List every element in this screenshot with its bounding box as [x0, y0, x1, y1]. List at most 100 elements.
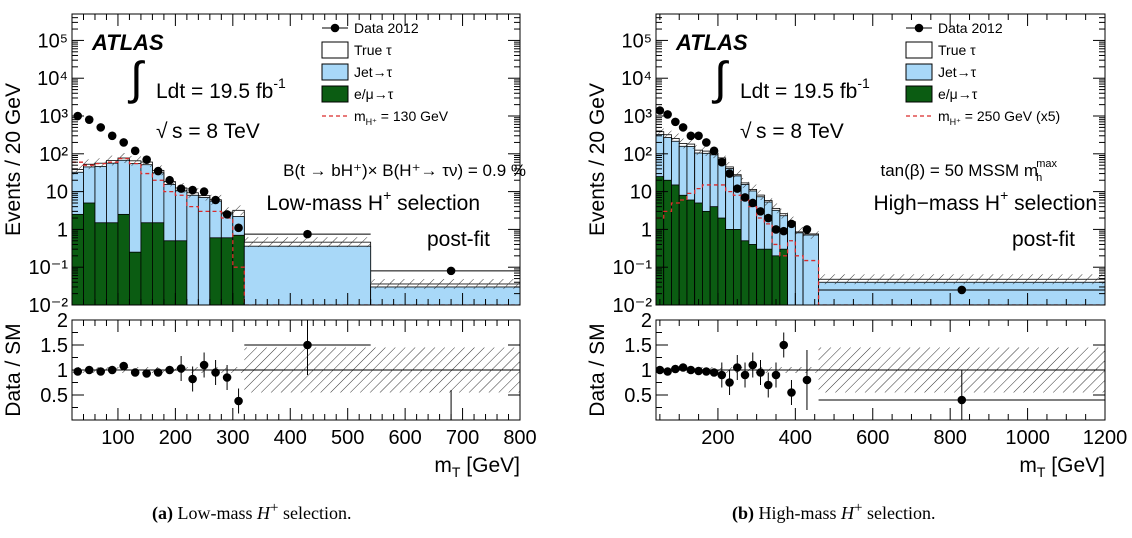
data-point [234, 223, 243, 233]
caption-b-tail: selection. [866, 503, 936, 523]
caption-b: (b) High-mass H+ selection. [732, 500, 935, 524]
data-point [199, 187, 209, 196]
signal-line [656, 184, 1105, 305]
x-tick-label: 200 [159, 427, 192, 449]
sqrt-symbol: √ [156, 120, 168, 143]
caption-b-particle: H [841, 503, 854, 523]
data-point [725, 169, 734, 178]
y-tick-label: 10⁻² [29, 295, 69, 317]
ratio-tick-label: 1.5 [40, 335, 68, 357]
y-tick-label: 10 [46, 182, 68, 204]
lumi-label: Ldt = 19.5 fb-1 [156, 75, 286, 103]
caption-a-particle: H [257, 503, 270, 523]
y-tick-label: 10² [39, 144, 68, 166]
y-tick-label: 10⁻¹ [29, 257, 69, 279]
data-point [656, 106, 665, 115]
uncertainty-band [94, 158, 107, 169]
caption-b-label: (b) [732, 503, 754, 523]
ratio-point [678, 363, 688, 372]
data-point [188, 185, 197, 195]
legend-jet-swatch [905, 63, 933, 81]
x-tick-label: 600 [388, 427, 421, 449]
legend-label: Data 2012 [354, 20, 419, 36]
data-point [763, 213, 773, 223]
signal-line [72, 157, 520, 305]
data-point [663, 110, 672, 119]
legend-true-swatch [321, 41, 349, 59]
ratio-point [740, 370, 750, 380]
integral-symbol: ∫ [711, 52, 729, 104]
data-point [779, 226, 789, 236]
ratio-point [303, 340, 312, 350]
x-tick-label: 200 [701, 427, 734, 449]
uncertainty-band [795, 226, 804, 237]
uncertainty-band [83, 159, 95, 170]
lep-tau-bar [702, 210, 711, 305]
selection-label: Low-mass H+ selection [266, 187, 480, 215]
plot-area [656, 106, 1105, 305]
lep-tau-bar [220, 237, 234, 305]
model-label: B(t → bH⁺)× B(H⁺→ τν) = 0.9 % [283, 161, 526, 180]
uncertainty-band [756, 190, 765, 200]
ratio-tick-label: 1 [57, 360, 68, 382]
jet-tau-bar [186, 194, 199, 305]
uncertainty-band [733, 169, 742, 180]
y-tick-label: 10³ [623, 106, 652, 128]
y-tick-label: 10⁻¹ [613, 257, 653, 279]
uncertainty-band [244, 237, 371, 248]
energy-label: s = 8 TeV [756, 120, 844, 143]
ratio-point [686, 365, 696, 375]
legend-label: e/μ→τ [354, 86, 394, 102]
ratio-axis-title: Data / SM [2, 323, 25, 416]
x-tick-label: 800 [503, 427, 536, 449]
ratio-point [802, 375, 812, 385]
uncertainty-band [129, 155, 141, 166]
ratio-point [130, 368, 140, 377]
ratio-point [234, 396, 243, 406]
caption-a-label: (a) [152, 503, 173, 523]
ratio-point [663, 367, 672, 376]
legend-lep-swatch [321, 85, 349, 103]
lumi-label: Ldt = 19.5 fb-1 [740, 75, 870, 103]
ratio-point [165, 365, 174, 375]
x-tick-label: 400 [274, 427, 307, 449]
data-point [686, 131, 696, 141]
lep-tau-bar [779, 248, 789, 305]
ratio-point [84, 365, 94, 375]
lep-tau-bar [748, 244, 758, 305]
lep-tau-bar [725, 229, 734, 305]
legend-lep-swatch [905, 85, 933, 103]
lep-tau-bar [694, 202, 703, 305]
ratio-tick-label: 0.5 [40, 385, 68, 407]
y-tick-label: 10² [623, 144, 652, 166]
ratio-point [725, 378, 734, 387]
data-point [119, 138, 128, 147]
caption-b-text: High-mass [758, 503, 837, 523]
lep-tau-bar [106, 222, 119, 305]
selection-label: High−mass H+ selection [873, 187, 1097, 215]
ratio-point [717, 370, 727, 380]
ratio-point [96, 367, 106, 376]
uncertainty-band [717, 152, 726, 163]
x-tick-label: 800 [933, 427, 966, 449]
fit-label: post-fit [1012, 228, 1075, 251]
ratio-point [771, 370, 781, 380]
ratio-point [671, 364, 680, 374]
model-label: tan(β) = 50 MSSM mhmax [880, 158, 1057, 184]
lep-tau-bar [740, 240, 750, 305]
lep-tau-bar [94, 222, 107, 305]
ratio-point [211, 368, 220, 377]
data-point [130, 146, 140, 156]
lep-tau-bar [763, 248, 773, 305]
legend-data-marker [330, 23, 340, 33]
uncertainty-band [117, 153, 130, 163]
legend-label: True τ [354, 42, 392, 58]
caption-a-tail: selection. [282, 503, 352, 523]
integral-symbol: ∫ [127, 52, 145, 104]
y-tick-label: 10 [630, 182, 652, 204]
data-point [787, 219, 796, 229]
y-tick-label: 10⁵ [37, 30, 68, 52]
sqrt-symbol: √ [740, 120, 752, 143]
uncertainty-band [686, 139, 695, 149]
lep-tau-bar [686, 199, 696, 305]
